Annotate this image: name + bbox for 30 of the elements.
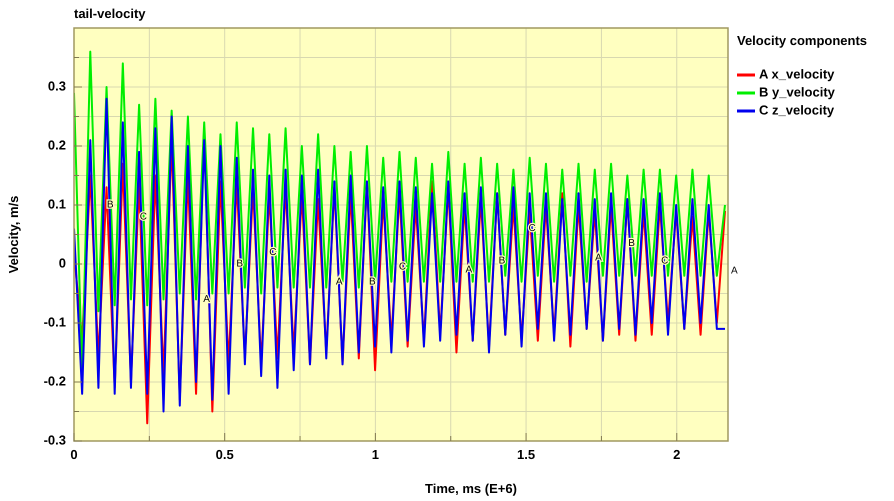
annotation: C — [528, 223, 536, 234]
y-tick-label: -0.1 — [44, 314, 66, 330]
x-tick-label: 0 — [70, 447, 78, 462]
annotation: B — [106, 200, 114, 211]
y-tick-label: 0 — [58, 255, 66, 270]
y-tick-label: 0.2 — [48, 137, 66, 152]
x-tick-label: 0.5 — [216, 447, 234, 462]
legend-title: Velocity components — [737, 33, 868, 48]
annotation: A — [595, 252, 602, 264]
y-tick-label: 0.3 — [48, 78, 66, 94]
y-tick-label: -0.3 — [44, 432, 66, 448]
legend-label: C z_velocity — [759, 102, 835, 118]
legend-label: A x_velocity — [759, 66, 836, 82]
annotation: C — [661, 256, 668, 267]
x-axis-title: Time, ms (E+6) — [425, 481, 517, 496]
x-tick-label: 1.5 — [517, 447, 536, 462]
text: A — [731, 266, 738, 277]
legend-label: B y_velocity — [759, 84, 836, 100]
annotation: C — [269, 246, 277, 258]
annotation: A — [465, 264, 472, 276]
y-tick-label: -0.2 — [44, 373, 66, 388]
annotation: C — [140, 211, 147, 222]
annotation: B — [369, 276, 376, 288]
x-tick-label: 1 — [372, 447, 379, 462]
y-axis-title: Velocity, m/s — [6, 196, 21, 274]
annotation: B — [498, 256, 506, 267]
x-tick-label: 2 — [673, 447, 680, 462]
annotation: B — [628, 238, 636, 249]
y-tick-label: 0.1 — [48, 196, 66, 212]
chart-title: tail-velocity — [74, 6, 146, 21]
